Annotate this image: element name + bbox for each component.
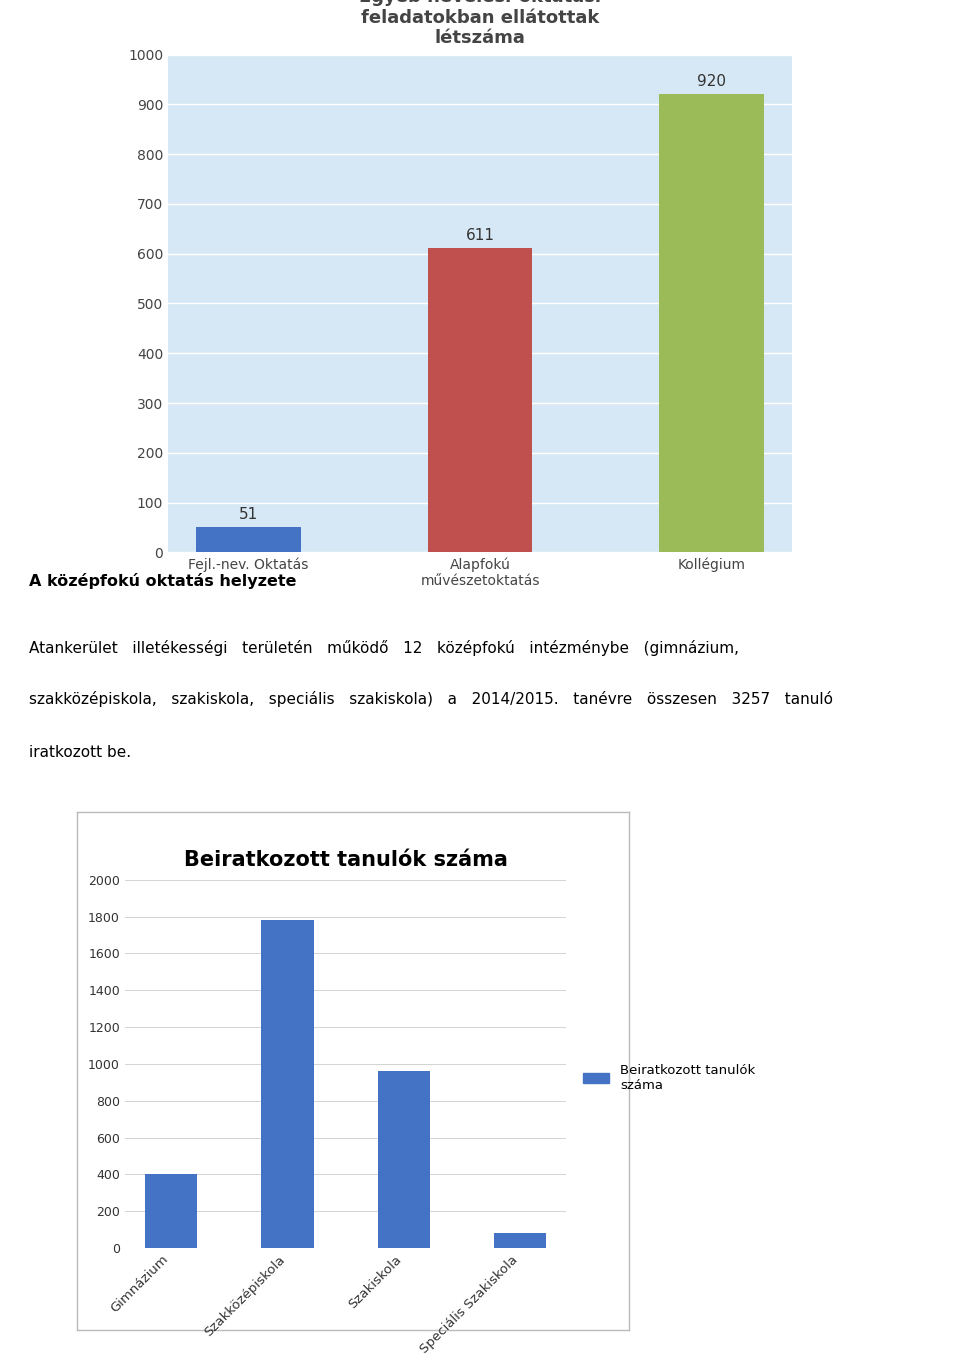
Bar	[197, 527, 300, 552]
Title: Egyéb nevelési-oktatási
feladatokban ellátottak
létszáma: Egyéb nevelési-oktatási feladatokban ell…	[359, 0, 601, 48]
Legend: Beiratkozott tanulók
száma: Beiratkozott tanulók száma	[578, 1058, 760, 1097]
Text: iratkozott be.: iratkozott be.	[29, 745, 131, 760]
Text: szakközépiskola,   szakiskola,   speciális   szakiskola)   a   2014/2015.   tané: szakközépiskola, szakiskola, speciális s…	[29, 692, 832, 708]
Bar	[494, 1233, 546, 1248]
Title: Beiratkozott tanulók száma: Beiratkozott tanulók száma	[183, 850, 508, 870]
Text: Atankerület   illetékességi   területén   működő   12   középfokú   intézménybe : Atankerület illetékességi területén műkö…	[29, 640, 739, 656]
Text: 611: 611	[466, 228, 494, 243]
Bar	[261, 921, 314, 1248]
Text: 920: 920	[697, 75, 726, 90]
Bar	[377, 1071, 430, 1248]
Bar	[145, 1174, 197, 1248]
Bar	[428, 248, 532, 552]
Text: 51: 51	[239, 507, 258, 522]
Text: A középfokú oktatás helyzete: A középfokú oktatás helyzete	[29, 573, 297, 589]
Bar	[660, 94, 763, 552]
